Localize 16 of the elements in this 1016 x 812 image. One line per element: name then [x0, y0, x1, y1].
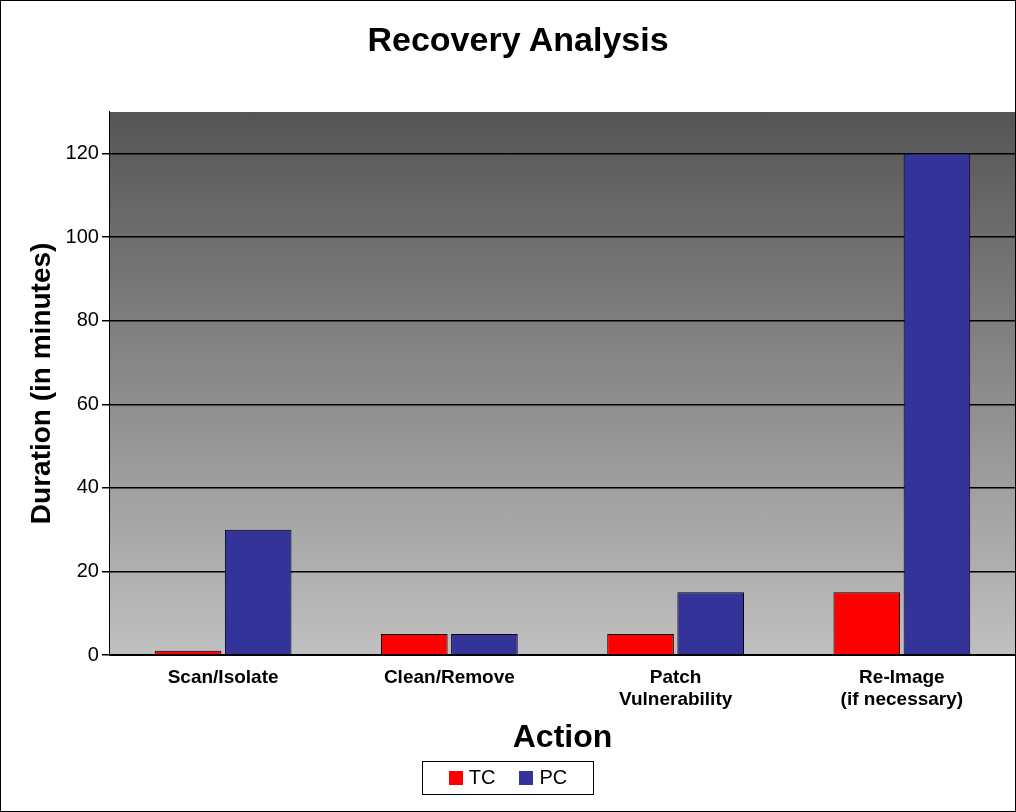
legend-label: TC: [468, 766, 496, 789]
y-tick-label: 0: [87, 642, 99, 665]
x-axis-title: Action: [512, 717, 613, 754]
x-tick-label: Patch Vulnerability: [618, 665, 733, 710]
y-tick-label: 100: [65, 224, 99, 247]
x-tick-label: Scan/Isolate: [167, 665, 279, 687]
y-tick-label: 80: [76, 308, 99, 331]
x-tick-label: Re-Image (if necessary): [840, 665, 964, 710]
y-axis-title: Duration (in minutes): [24, 242, 56, 525]
y-tick-label: 60: [76, 391, 99, 414]
legend-label: PC: [539, 766, 568, 789]
chart-title: Recovery Analysis: [367, 19, 669, 58]
y-tick-label: 120: [65, 141, 99, 164]
x-tick-label: Clean/Remove: [383, 665, 515, 687]
y-tick-label: 40: [76, 475, 99, 498]
y-tick-label: 20: [76, 558, 99, 581]
